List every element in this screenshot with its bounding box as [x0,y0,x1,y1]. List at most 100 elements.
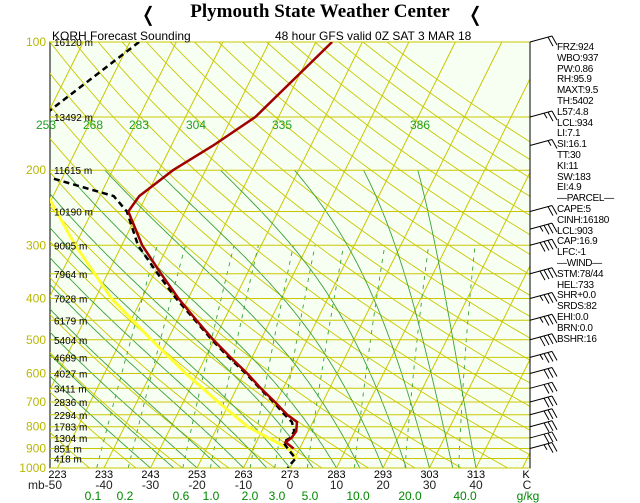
height-tick-label: 7964 m [54,270,87,281]
temperature-tick-label: 0 [287,478,294,492]
kelvin-tick-label: 293 [374,469,392,481]
theta-e-label: 386 [410,118,430,132]
sidebar-index-row: L57:4.8 [557,106,589,118]
sidebar-index-row: CAPE:5 [557,203,591,215]
pressure-tick-label: 1000 [19,461,46,475]
sidebar-index-row: EI:4.9 [557,182,582,194]
wind-barb-flag [547,383,554,393]
wind-barb-flag [547,293,554,303]
wind-barb-flag [543,225,550,235]
temperature-trace [126,42,333,450]
right-wind-barb-icon: ❬ [467,2,484,26]
wind-barb-flag [547,368,554,378]
isotherm-line [50,42,177,298]
temperature-tick-label: -20 [188,478,206,492]
isotherm-line [196,42,410,468]
mixing-ratio-label: 10.0 [346,489,370,503]
isotherm-lines [50,42,530,468]
page-title: Plymouth State Weather Center [190,1,450,22]
wind-barb-flag [551,333,558,344]
theta-e-label: 283 [129,118,149,132]
station-label: KORH Forecast Sounding [52,29,191,43]
kelvin-tick-label: 303 [420,469,438,481]
temperature-tick-label: 10 [330,478,344,492]
wind-barb-half-flag [539,226,544,232]
mixing-ratio-label: 20.0 [398,489,422,503]
isotherm-line [336,77,530,468]
sidebar-index-row: BRN:0.0 [557,322,593,334]
height-tick-label: 418 m [54,455,82,466]
sidebar-index-row: TH:5402 [557,95,594,107]
height-tick-label: 5404 m [54,336,87,347]
valid-label: 48 hour GFS valid 0Z SAT 3 MAR 18 [275,29,472,43]
wind-barb-half-flag [539,317,544,323]
isotherm-line [382,171,530,468]
wind-barb-flag [543,369,550,379]
sidebar-index-row: MAXT:9.5 [557,85,598,97]
wind-barb-flag [543,433,550,444]
height-tick-label: 2836 m [54,398,87,409]
height-tick-label: 1304 m [54,434,87,445]
wind-barb-flag [551,431,558,442]
temperature-unit-label: C [523,478,532,492]
kelvin-tick-label: 243 [141,469,159,481]
theta-e-label: 304 [186,118,206,132]
mixing-ratio-label: 0.6 [173,489,190,503]
sounding-traces [50,42,333,468]
plot-background [49,41,531,469]
temperature-tick-label: 30 [423,478,437,492]
mixing-ratio-label: 3.0 [269,489,286,503]
wind-barb-flag [543,410,550,421]
mixing-ratio-line [274,245,316,468]
sidebar-index-row: SRDS:82 [557,301,597,313]
kelvin-tick-label: 223 [48,469,66,481]
wind-barb-flag [547,268,554,279]
sidebar-index-row: CAP:16.9 [557,236,598,248]
height-tick-label: 4027 m [54,369,87,380]
wind-barb-flag [551,367,558,377]
height-tick-label: 9005 m [54,241,87,252]
wind-barb-half-flag [547,140,552,146]
wind-barb-flag [547,443,554,453]
temperature-tick-label: -40 [95,478,113,492]
height-tick-label: 2294 m [54,411,87,422]
wind-barb-flag [539,242,546,252]
mixing-ratio-line [458,245,476,468]
temperature-tick-label: mb-50 [28,478,62,492]
wind-barb-flag [551,395,558,406]
mixing-ratio-label: g/kg [517,489,540,503]
temperature-tick-label: -30 [142,478,160,492]
pressure-tick-label: 700 [26,395,46,409]
kelvin-tick-label: K [522,469,530,481]
pressure-tick-label: 600 [26,366,46,380]
mixing-ratio-label: 40.0 [453,489,477,503]
height-tick-label: 3411 m [54,384,87,395]
pressure-tick-label: 400 [26,291,46,305]
wind-barb-flag [547,334,554,345]
sidebar-index-row: LCL:903 [557,225,593,237]
sidebar-index-row: FRZ:924 [557,42,594,53]
sidebar-index-row: BSHR:16 [557,333,597,345]
sidebar-index-row: KI:11 [557,160,579,172]
wind-barb-flag [551,239,558,249]
pressure-tick-label: 200 [26,163,46,177]
sidebar-index-row: LFC:-1 [557,247,586,259]
temperature-tick-label: 20 [376,478,390,492]
wind-barb-flag [551,314,558,324]
wind-barb-flag [543,241,550,251]
sidebar-index-row: SHR+0.0 [557,290,596,302]
pressure-tick-label: 900 [26,442,46,456]
wind-barb-flag [551,205,558,215]
wind-barb-flag [547,432,554,443]
wind-barb-flag [547,36,554,47]
wind-barb-half-flag [543,112,548,119]
wind-barb-flag [551,351,558,361]
mixing-ratio-label: 5.0 [302,489,319,503]
sidebar-index-row: TT:30 [557,149,581,161]
wind-barb-half-flag [539,354,544,360]
pressure-tick-label: 500 [26,333,46,347]
left-wind-barb-icon: ❬ [140,2,157,26]
mixing-ratio-line [353,245,386,468]
sidebar-index-row: PW:0.86 [557,63,594,75]
